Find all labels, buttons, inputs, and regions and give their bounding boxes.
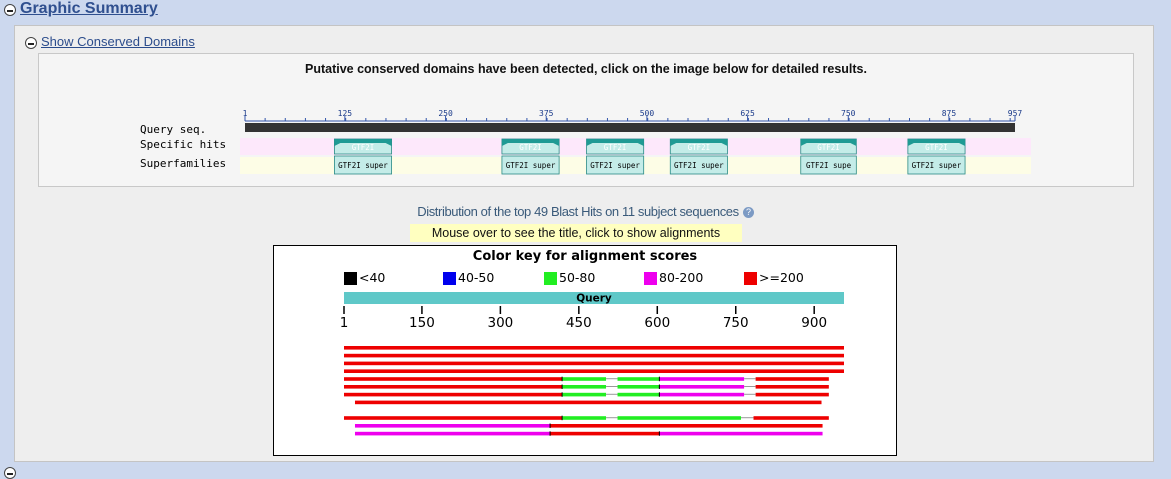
- legend-item-lt40: <40: [344, 270, 385, 285]
- superfamily-box: [586, 155, 645, 175]
- distribution-title: Distribution of the top 49 Blast Hits on…: [0, 204, 1171, 219]
- superfamily-box: [334, 155, 392, 175]
- show-conserved-domains-link[interactable]: Show Conserved Domains: [41, 34, 195, 49]
- collapse-toggle-icon[interactable]: [4, 4, 16, 16]
- superfamily-label: GTF2I super: [506, 161, 556, 170]
- row-label-superfamilies: Superfamilies: [140, 157, 227, 170]
- specific-hit-label: GTF2I: [925, 143, 948, 152]
- specific-hit-cap: [334, 139, 392, 146]
- collapse-domains-icon[interactable]: [25, 37, 37, 49]
- specific-hit-cap: [800, 139, 857, 146]
- section-title[interactable]: Graphic Summary: [20, 0, 158, 17]
- specific-hit-label: GTF2I: [817, 143, 840, 152]
- specific-hit-cap: [586, 139, 644, 146]
- ruler-tick-label: 750: [841, 109, 856, 118]
- row-label-query-seq: Query seq.: [140, 123, 207, 136]
- superfamily-box: [907, 155, 966, 175]
- next-section-toggle-icon[interactable]: [4, 467, 16, 479]
- superfamily-box: [669, 155, 728, 175]
- ruler-tick-label: 957: [1008, 109, 1023, 118]
- legend-label: <40: [359, 270, 386, 285]
- legend-swatch: [544, 272, 557, 285]
- help-icon[interactable]: ?: [742, 207, 754, 219]
- legend-item-50-80: 50-80: [544, 270, 595, 285]
- superfamily-label: GTF2I super: [912, 161, 962, 170]
- specific-hit-cap: [670, 139, 728, 146]
- conserved-domains-graphic[interactable]: 1 125 250 375 500 625 750 875 957 GTF2I GTF2I supe…: [0, 0, 1171, 200]
- superfamily-label: GTF2I super: [590, 161, 640, 170]
- specific-hit-cap: [501, 139, 560, 146]
- ruler-tick-label: 500: [640, 109, 655, 118]
- specific-hit-label: GTF2I: [688, 143, 711, 152]
- legend-swatch: [744, 272, 757, 285]
- distribution-title-text: Distribution of the top 49 Blast Hits on…: [417, 204, 739, 219]
- superfamily-label: GTF2I super: [338, 161, 388, 170]
- legend-label: 50-80: [559, 270, 596, 285]
- ruler-tick-label: 625: [740, 109, 755, 118]
- superfamily-label: GTF2I supe: [806, 161, 852, 170]
- ruler-tick-label: 250: [438, 109, 453, 118]
- superfamily-box: [800, 155, 857, 175]
- legend-item-gte200: >=200: [744, 270, 804, 285]
- query-seq-bar: [245, 123, 1015, 132]
- color-key-title: Color key for alignment scores: [472, 249, 698, 264]
- row-label-specific-hits: Specific hits: [140, 138, 227, 151]
- specific-hit-label: GTF2I: [352, 143, 375, 152]
- legend-item-80-200: 80-200: [644, 270, 703, 285]
- legend-item-40-50: 40-50: [443, 270, 494, 285]
- blast-hits-box: [273, 245, 897, 456]
- specific-hit-label: GTF2I: [519, 143, 542, 152]
- ruler-tick-label: 375: [539, 109, 554, 118]
- legend-swatch: [644, 272, 657, 285]
- ruler-tick-label: 125: [338, 109, 353, 118]
- ruler-tick-label: 1: [243, 109, 248, 118]
- cdd-heading: Putative conserved domains have been det…: [305, 62, 867, 76]
- legend-label: 80-200: [659, 270, 704, 285]
- superfamily-box: [501, 155, 560, 175]
- legend-label: >=200: [759, 270, 804, 285]
- ruler-tick-label: 875: [942, 109, 957, 118]
- mouse-over-hint: Mouse over to see the title, click to sh…: [410, 224, 742, 242]
- legend-swatch: [443, 272, 456, 285]
- legend-label: 40-50: [458, 270, 495, 285]
- specific-hit-cap: [907, 139, 966, 146]
- superfamily-label: GTF2I super: [674, 161, 724, 170]
- specific-hit-label: GTF2I: [604, 143, 627, 152]
- legend-swatch: [344, 272, 357, 285]
